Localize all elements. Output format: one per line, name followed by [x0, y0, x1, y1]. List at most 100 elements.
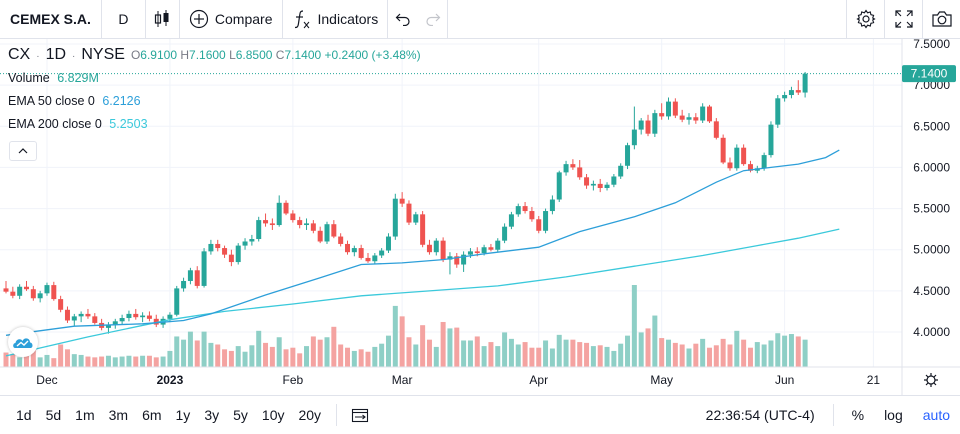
settings-button[interactable]: [846, 0, 884, 38]
candle: [133, 308, 139, 320]
volume-bar: [365, 351, 371, 367]
candle: [556, 170, 562, 202]
volume-bar: [693, 343, 699, 367]
volume-bar: [802, 339, 808, 367]
candle: [358, 244, 364, 260]
volume-bar: [625, 335, 631, 367]
legend-collapse-button[interactable]: [9, 141, 37, 161]
volume-bar: [105, 355, 111, 367]
percent-scale-toggle[interactable]: %: [851, 406, 865, 423]
volume-bar: [174, 336, 180, 367]
volume-bar: [447, 328, 453, 367]
volume-bar: [23, 355, 29, 367]
volume-bar: [119, 356, 125, 367]
candle: [338, 233, 344, 247]
interval-button[interactable]: D: [102, 0, 146, 38]
range-20y[interactable]: 20y: [298, 406, 322, 423]
volume-bar: [782, 335, 788, 367]
range-3m[interactable]: 3m: [108, 406, 129, 423]
snapshot-button[interactable]: [922, 0, 960, 38]
candle: [269, 218, 275, 230]
candle: [420, 211, 426, 248]
legend-ema200-row[interactable]: EMA 200 close 0 5.2503: [8, 117, 421, 131]
ema50-line: [5, 149, 840, 336]
fullscreen-button[interactable]: [884, 0, 922, 38]
candle: [454, 253, 460, 268]
candle: [194, 266, 200, 289]
candle: [263, 213, 269, 227]
volume-bar: [399, 316, 405, 367]
candle: [23, 280, 29, 291]
candle: [570, 159, 576, 170]
range-3y[interactable]: 3y: [204, 406, 220, 423]
candle: [17, 284, 23, 300]
candle: [426, 239, 432, 255]
legend-volume-row[interactable]: Volume 6.829M: [8, 71, 421, 85]
candle: [618, 163, 624, 179]
volume-bar: [706, 347, 712, 367]
log-scale-toggle[interactable]: log: [884, 406, 903, 423]
candle: [495, 238, 501, 253]
auto-scale-toggle[interactable]: auto: [922, 406, 950, 423]
candle: [782, 91, 788, 102]
time-tick-label: Feb: [283, 373, 304, 387]
redo-button[interactable]: [418, 0, 449, 38]
undo-button[interactable]: [388, 0, 418, 38]
volume-bar: [37, 357, 43, 367]
legend-dot: ·: [36, 51, 40, 62]
volume-bar: [215, 344, 221, 367]
volume-bar: [502, 332, 508, 367]
candle: [71, 313, 77, 327]
camera-icon: [931, 11, 952, 27]
range-1m[interactable]: 1m: [75, 406, 95, 423]
price-axis: 7.50007.00006.50006.00005.50005.00004.50…: [913, 39, 950, 339]
undo-icon: [395, 13, 410, 26]
range-1y[interactable]: 1y: [175, 406, 191, 423]
compare-button[interactable]: Compare: [180, 0, 283, 38]
volume-bar: [167, 350, 173, 367]
volume-bar: [153, 357, 159, 367]
indicators-button[interactable]: Indicators: [283, 0, 389, 38]
candle: [140, 312, 146, 323]
volume-bar: [276, 337, 282, 367]
candle: [543, 208, 549, 234]
candle: [549, 195, 555, 215]
volume-bar: [263, 342, 269, 367]
candle: [92, 313, 98, 325]
legend-interval: 1D: [45, 46, 67, 63]
volume-bar: [604, 346, 610, 367]
volume-bar: [358, 349, 364, 367]
candle: [508, 211, 514, 230]
volume-bar: [160, 356, 166, 367]
volume-bar: [181, 339, 187, 367]
legend-ema50-row[interactable]: EMA 50 close 0 6.2126: [8, 94, 421, 108]
range-1d[interactable]: 1d: [16, 406, 32, 423]
symbol-title[interactable]: CEMEX S.A.: [0, 0, 102, 38]
candle: [727, 157, 733, 171]
time-axis-settings-button[interactable]: [924, 373, 938, 387]
candle: [645, 114, 651, 137]
bottom-bar: 1d 5d 1m 3m 6m 1y 3y 5y 10y 20y 22:36:54…: [0, 395, 960, 433]
legend-low: 6.8500: [235, 48, 273, 62]
range-5y[interactable]: 5y: [233, 406, 248, 423]
legend-symbol: CX: [8, 46, 31, 63]
candle: [249, 234, 255, 246]
tradingview-logo[interactable]: [8, 327, 38, 357]
volume-bar: [372, 346, 378, 367]
date-range-button[interactable]: [345, 407, 375, 423]
candle: [720, 134, 726, 165]
volume-bar: [481, 346, 487, 367]
volume-bar: [659, 338, 665, 367]
time-tick-label: 2023: [157, 373, 184, 387]
volume-bar: [51, 358, 57, 367]
volume-bar: [413, 344, 419, 367]
range-10y[interactable]: 10y: [261, 406, 285, 423]
volume-bar: [741, 339, 747, 367]
range-5d[interactable]: 5d: [45, 406, 62, 423]
range-6m[interactable]: 6m: [142, 406, 162, 423]
volume-bar: [747, 347, 753, 367]
price-chart[interactable]: 7.50007.00006.50006.00005.50005.00004.50…: [0, 39, 960, 395]
candle: [597, 178, 603, 193]
price-tick-label: 6.0000: [913, 160, 950, 174]
chart-type-button[interactable]: [146, 0, 180, 38]
